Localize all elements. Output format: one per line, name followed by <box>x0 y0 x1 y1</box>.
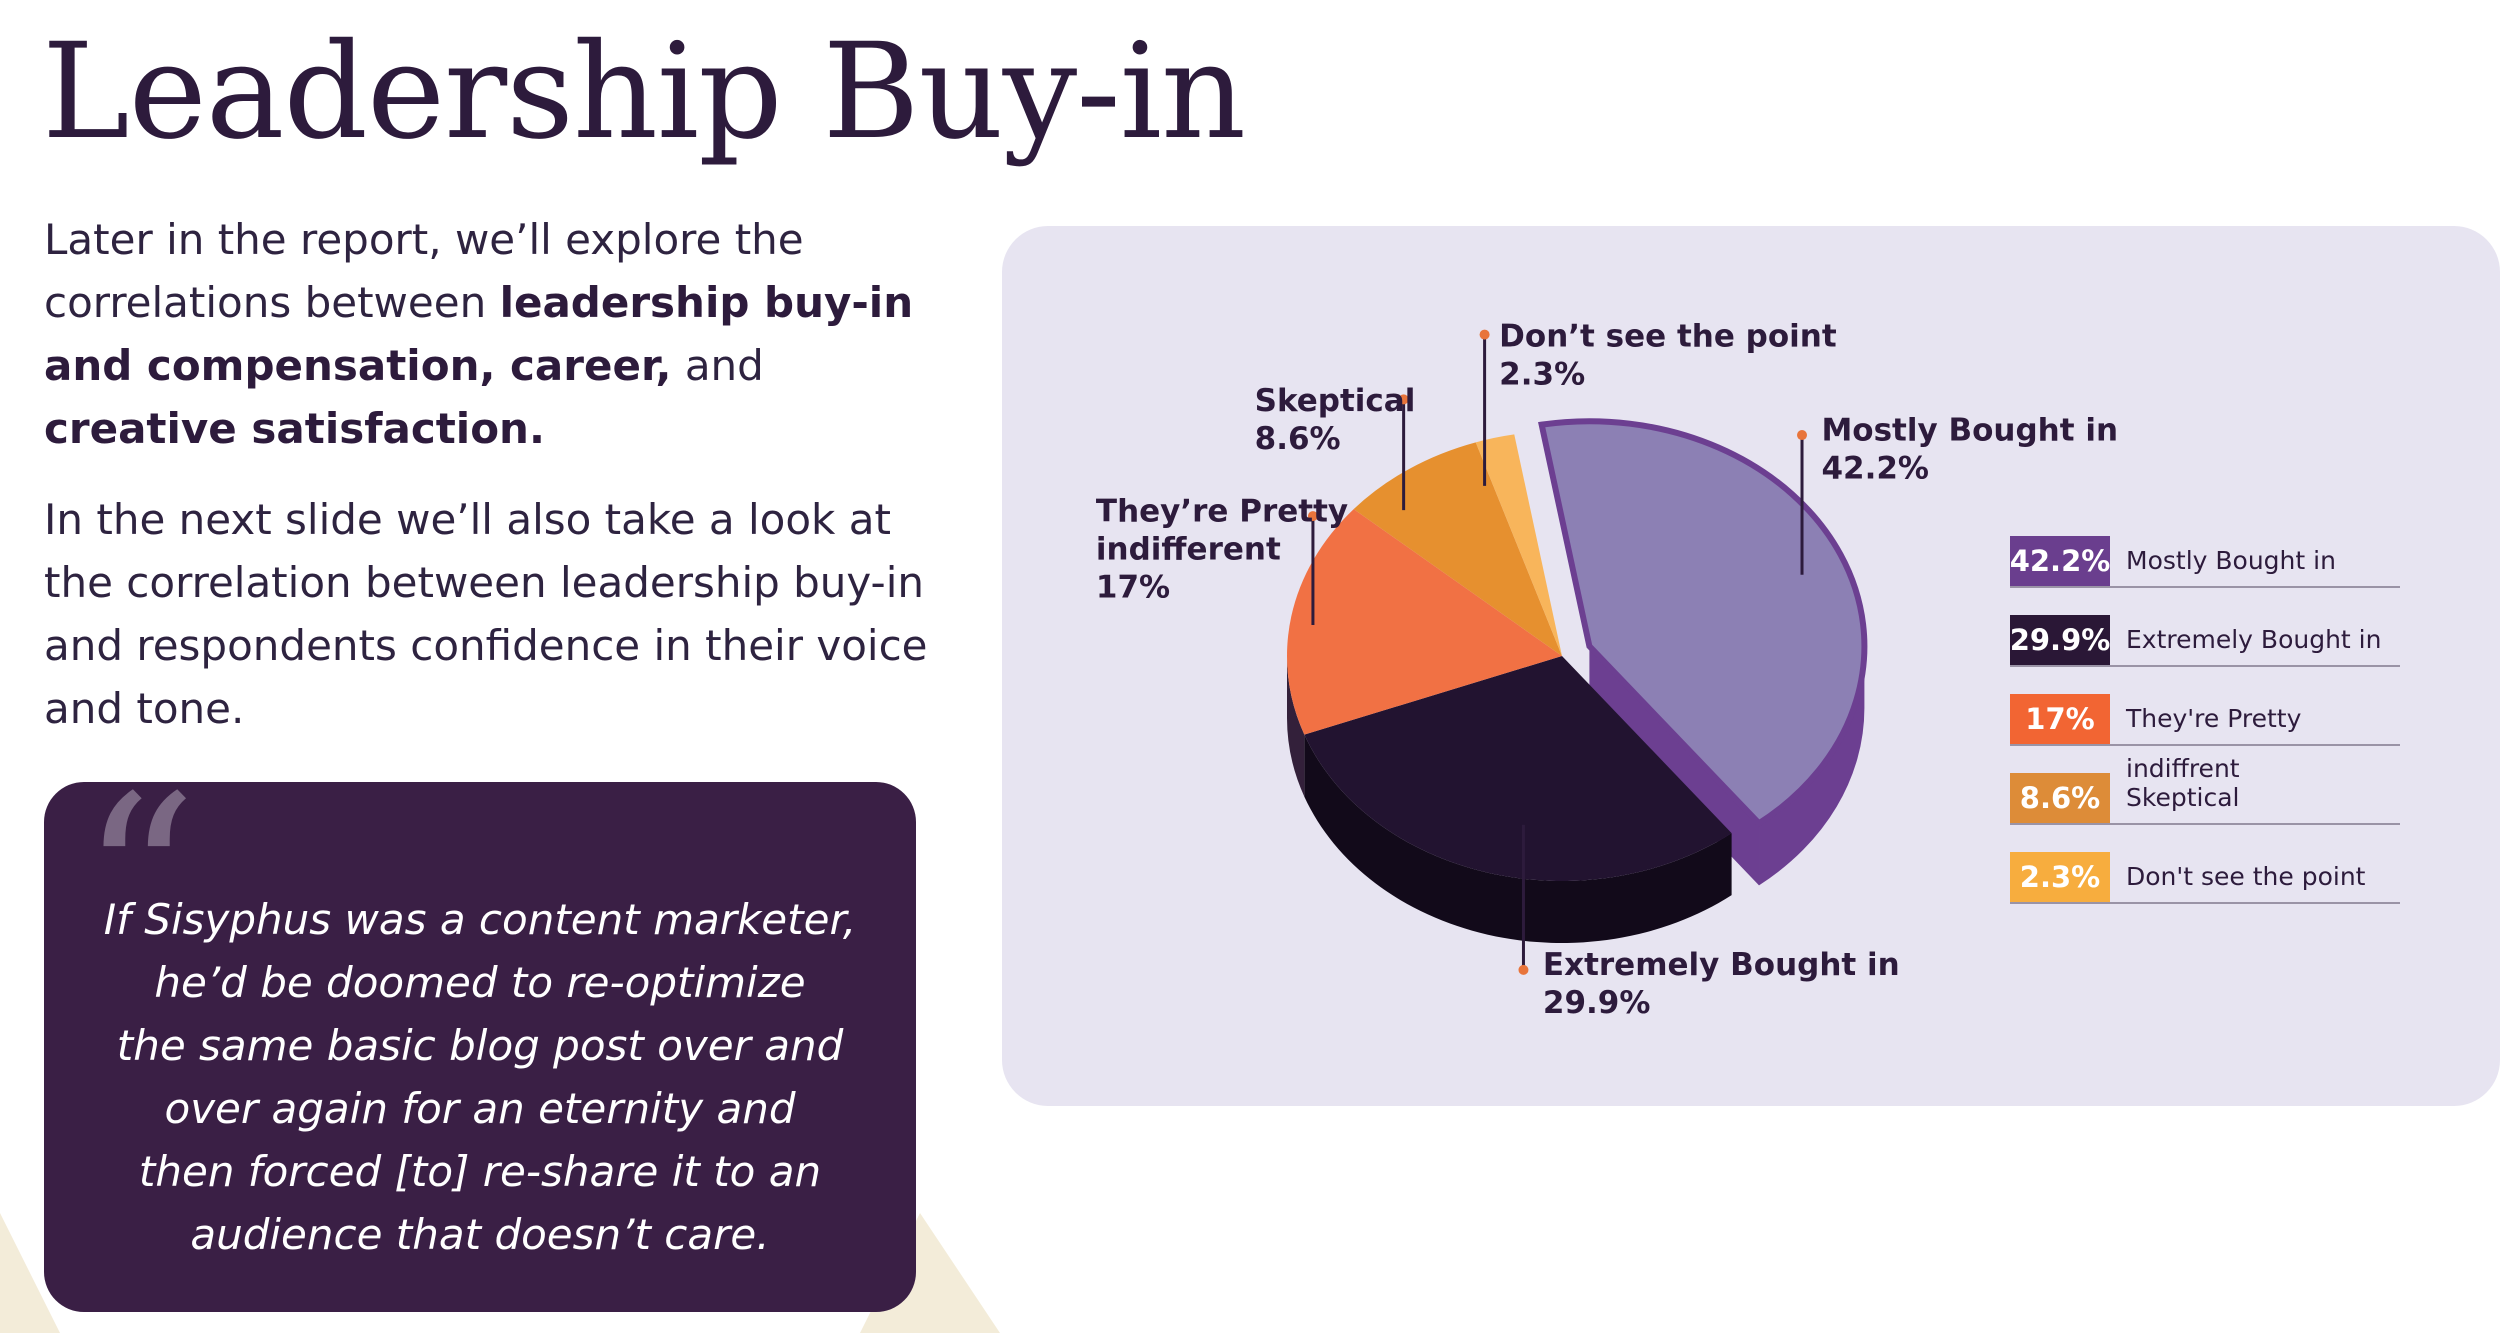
legend-value-badge: 17% <box>2010 694 2110 744</box>
legend-label: They're Pretty indiffrent <box>2126 704 2302 783</box>
legend-item: 8.6% Skeptical <box>2010 773 2400 825</box>
intro-text-mid: and <box>671 341 764 390</box>
quote-mark-icon: “ <box>80 748 198 1015</box>
callout-text-they-re-pretty-indiffrent: They’re Pretty <box>1096 493 1348 529</box>
callout-marker-mostly-bought-in <box>1797 430 1808 441</box>
legend-value-badge: 8.6% <box>2010 773 2110 823</box>
callout-marker-extremely-bought-in <box>1518 964 1529 975</box>
legend-value-badge: 42.2% <box>2010 536 2110 586</box>
legend-item: 2.3% Don't see the point <box>2010 852 2400 904</box>
callout-marker-don-t-see-the-point <box>1479 329 1490 340</box>
intro-paragraph-1: Later in the report, we’ll explore the c… <box>44 208 964 460</box>
callout-text-they-re-pretty-indiffrent: indifferent <box>1096 531 1281 567</box>
legend-item: 29.9% Extremely Bought in <box>2010 615 2400 667</box>
pie-slice-skeptical <box>1353 442 1562 656</box>
intro-bold-2: creative satisfaction. <box>44 404 545 453</box>
callout-text-skeptical: Skeptical <box>1255 383 1416 419</box>
callout-text-don-t-see-the-point: Don’t see the point <box>1499 318 1837 354</box>
legend-value-badge: 29.9% <box>2010 615 2110 665</box>
intro-bold-1: leadership buy-in and compensation, care… <box>44 278 914 390</box>
legend-label: Don't see the point <box>2126 862 2366 891</box>
pie-slice-mostly-bought-in <box>1538 418 1868 828</box>
callout-marker-they-re-pretty-indiffrent <box>1307 511 1318 522</box>
legend-label: Skeptical <box>2126 783 2240 812</box>
callout-text-mostly-bought-in: 42.2% <box>1821 450 1929 486</box>
pie-side-they-re-pretty-indiffrent <box>1287 656 1305 797</box>
pie-side-extremely-bought-in <box>1304 734 1732 944</box>
legend-label: Extremely Bought in <box>2126 625 2382 654</box>
intro-paragraph-2: In the next slide we’ll also take a look… <box>44 495 928 733</box>
pie-slice-extremely-bought-in <box>1304 656 1732 881</box>
pie-slice-they-re-pretty-indiffrent <box>1287 509 1562 735</box>
pie-slice-don-t-see-the-point <box>1475 434 1562 656</box>
quote-text: If Sisyphus was a content marketer, he’d… <box>103 895 857 1259</box>
callout-text-skeptical: 8.6% <box>1255 421 1341 457</box>
legend-value-badge: 2.3% <box>2010 852 2110 902</box>
chart-panel: Mostly Bought in 42.2% Extremely Bought in… <box>1002 226 2500 1106</box>
intro-text: Later in the report, we’ll explore the c… <box>44 215 804 327</box>
legend-item: 42.2% Mostly Bought in <box>2010 536 2400 588</box>
callout-text-mostly-bought-in: Mostly Bought in <box>1821 412 2118 448</box>
legend-item: 17% They're Pretty indiffrent <box>2010 694 2400 783</box>
callout-marker-skeptical <box>1398 394 1409 405</box>
callout-text-don-t-see-the-point: 2.3% <box>1499 356 1585 392</box>
callout-text-extremely-bought-in: Extremely Bought in <box>1543 947 1900 983</box>
callout-text-they-re-pretty-indiffrent: 17% <box>1096 569 1170 605</box>
pie-top-layer <box>1287 418 1868 881</box>
pie-side-mostly-bought-in <box>1759 646 1865 886</box>
chart-legend: 42.2% Mostly Bought in 29.9% Extremely Boug… <box>2010 536 2400 931</box>
quote-box: “ If Sisyphus was a content marketer, he… <box>44 748 916 1312</box>
legend-label: Mostly Bought in <box>2126 546 2336 575</box>
page-title: Leadership Buy-in <box>42 15 1246 169</box>
callout-text-extremely-bought-in: 29.9% <box>1543 985 1651 1021</box>
